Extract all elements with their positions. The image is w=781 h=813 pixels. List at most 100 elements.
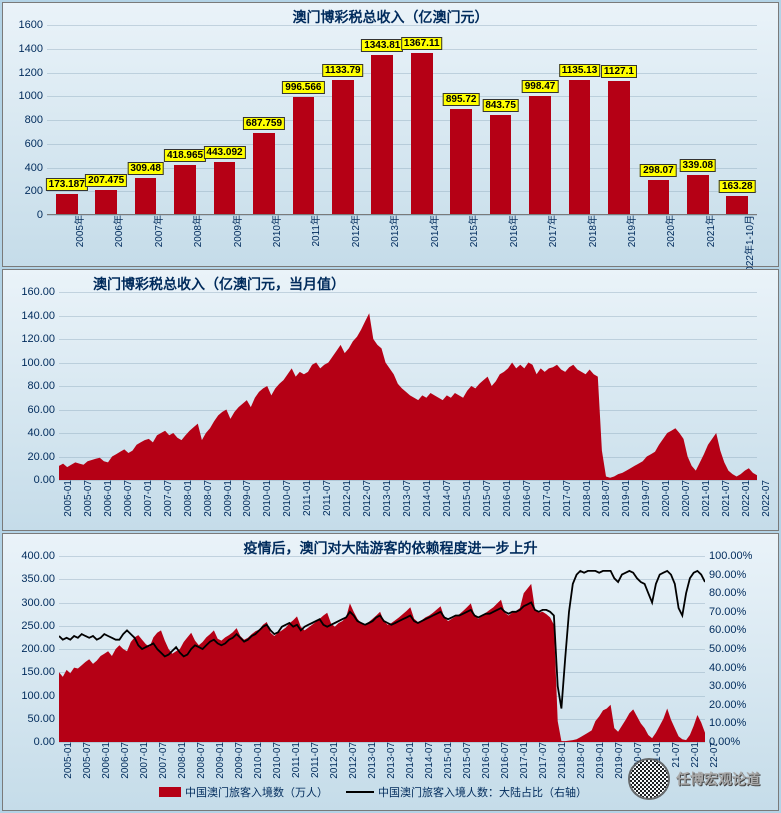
chart3-ytick-right: 100.00% [705,550,752,562]
chart2-panel: 澳门博彩税总收入（亿澳门元，当月值） 0.0020.0040.0060.0080… [2,269,779,531]
chart1-ytick: 1600 [19,19,47,31]
chart3-ytick-right: 80.00% [705,587,746,599]
chart2-ytick: 40.00 [27,427,59,439]
chart2-xtick: 2015-01 [462,480,473,517]
chart3-panel: 疫情后，澳门对大陆游客的依赖程度进一步上升 中国澳门旅客入境数（万人）中国澳门旅… [2,533,779,811]
chart2-ytick: 140.00 [21,310,59,322]
chart2-ytick: 80.00 [27,380,59,392]
chart2-ytick: 0.00 [34,474,59,486]
chart1-ytick: 600 [25,138,47,150]
chart2-title: 澳门博彩税总收入（亿澳门元，当月值） [93,274,345,294]
chart1-bar [135,178,157,215]
chart2-xtick: 2010-07 [282,480,293,517]
chart3-xtick: 2011-01 [291,742,302,778]
chart2-xtick: 2005-01 [63,480,74,517]
chart2-xtick: 2017-01 [542,480,553,517]
chart1-ytick: 400 [25,162,47,174]
chart3-xtick: 2018-01 [557,742,568,779]
chart2-xtick: 2012-07 [362,480,373,517]
chart1-xtick: 2018年 [584,215,599,247]
chart2-xtick: 2013-07 [402,480,413,517]
chart1-ytick: 1000 [19,90,47,102]
chart2-ytick: 100.00 [21,357,59,369]
watermark-qr-icon [628,758,670,800]
chart1-xtick: 2008年 [189,215,204,247]
chart3-xtick: 2016-01 [481,742,492,779]
chart3-xtick: 2018-07 [576,742,587,779]
legend-label: 中国澳门旅客入境数（万人） [185,784,328,800]
chart1-bar [253,133,275,215]
chart3-xtick: 2007-07 [158,742,169,779]
chart1-datalabel: 173.187 [46,178,88,191]
chart2-xtick: 2016-07 [522,480,533,517]
chart2-xtick: 2010-01 [262,480,273,517]
chart3-xtick: 2019-07 [614,742,625,779]
chart1-bar [95,190,117,215]
chart3-xtick: 2007-01 [139,742,150,779]
chart2-xtick: 2009-01 [223,480,234,517]
chart2-xtick: 2005-07 [83,480,94,517]
chart3-ytick-right: 50.00% [705,643,746,655]
chart1-bar [687,175,709,215]
chart2-xtick: 2019-01 [621,480,632,517]
chart2-xtick: 2014-07 [442,480,453,517]
chart1-xtick: 2006年 [110,215,125,247]
chart3-title: 疫情后，澳门对大陆游客的依赖程度进一步上升 [244,538,538,558]
chart3-ytick-right: 10.00% [705,717,746,729]
chart3-ytick-left: 250.00 [21,620,59,632]
chart1-bar [608,81,630,215]
chart1-bar [569,80,591,215]
chart1-datalabel: 998.47 [522,80,559,93]
chart2-xtick: 2022-07 [761,480,772,517]
chart3-xtick: 2005-01 [63,742,74,779]
chart1-datalabel: 1343.81 [361,39,403,52]
chart1-bar [648,180,670,215]
chart2-xtick: 2008-07 [203,480,214,517]
chart3-xtick: 2009-07 [234,742,245,779]
chart2-area [59,292,757,480]
chart1-bar [214,162,236,215]
chart1-bar [293,97,315,215]
chart2-xtick: 2011-01 [302,480,313,516]
chart2-xtick: 2020-07 [681,480,692,517]
chart1-datalabel: 895.72 [443,93,480,106]
chart3-ytick-left: 150.00 [21,666,59,678]
chart1-xtick: 2012年 [347,215,362,247]
chart3-ytick-left: 50.00 [27,713,59,725]
chart3-xtick: 2015-01 [443,742,454,779]
chart1-datalabel: 298.07 [640,164,677,177]
chart3-xtick: 2019-01 [595,742,606,779]
chart1-xtick: 2017年 [544,215,559,247]
chart2-xtick: 2014-01 [422,480,433,517]
chart3-ytick-right: 30.00% [705,680,746,692]
chart1-datalabel: 843.75 [482,99,519,112]
chart1-xtick: 2022年1-10月 [741,215,756,277]
legend-swatch [346,791,374,793]
chart1-bar [490,115,512,215]
chart1-datalabel: 1135.13 [559,64,601,77]
chart2-xtick: 2018-07 [601,480,612,517]
chart3-ytick-left: 100.00 [21,690,59,702]
chart1-ytick: 200 [25,185,47,197]
chart1-xtick: 2007年 [150,215,165,247]
chart3-legend: 中国澳门旅客入境数（万人）中国澳门旅客入境人数：大陆占比（右轴） [59,784,705,800]
chart3-xtick: 2013-07 [386,742,397,779]
chart1-xtick: 2016年 [505,215,520,247]
chart1-datalabel: 687.759 [243,117,285,130]
chart3-xtick: 2008-01 [177,742,188,779]
chart3-xtick: 2009-01 [215,742,226,779]
chart1-bar [174,165,196,215]
chart3-xtick: 2005-07 [82,742,93,779]
legend-swatch [159,787,181,797]
chart3-xtick: 2006-01 [101,742,112,779]
chart3-ytick-left: 200.00 [21,643,59,655]
chart2-xtick: 2006-01 [103,480,114,517]
chart1-ytick: 0 [37,209,47,221]
chart3-xtick: 2017-07 [538,742,549,779]
chart2-plot: 0.0020.0040.0060.0080.00100.00120.00140.… [59,292,757,480]
chart1-datalabel: 339.08 [680,159,717,172]
chart2-xtick: 2020-01 [661,480,672,517]
watermark-text: 任博宏观论道 [676,769,760,789]
chart3-xtick: 2011-07 [310,742,321,778]
chart1-bar [726,196,748,215]
